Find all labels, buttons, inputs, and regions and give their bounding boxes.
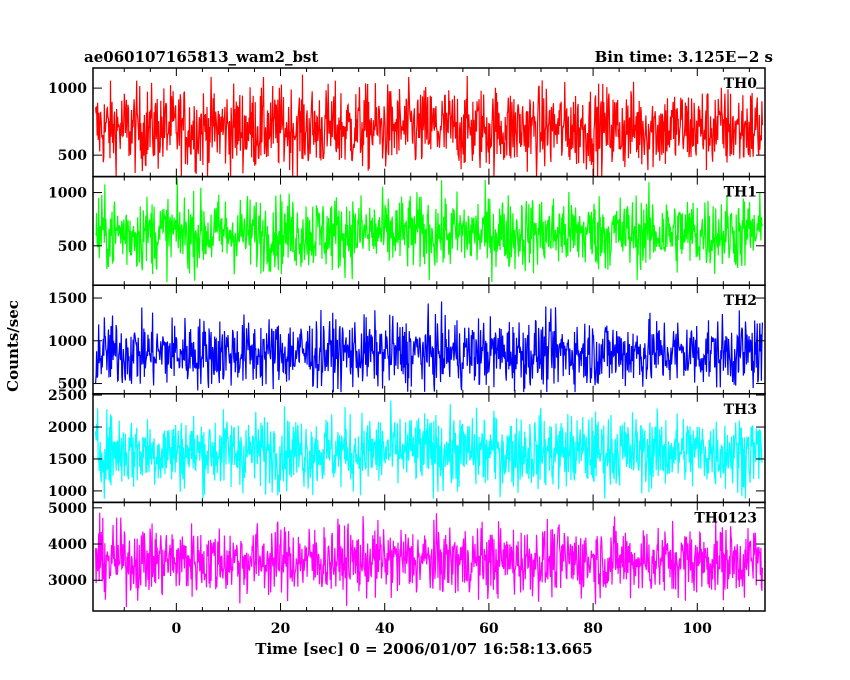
y-tick-label: 4000	[48, 537, 87, 553]
series-line-th0123	[95, 512, 763, 608]
y-tick-label: 1000	[48, 81, 87, 97]
series-line-th0	[95, 74, 763, 177]
y-tick-label: 1000	[48, 484, 87, 500]
y-tick-label: 2000	[48, 420, 87, 436]
y-tick-label: 2500	[48, 388, 87, 404]
panel-frame-th0123	[92, 501, 766, 612]
chart-title: ae060107165813_wam2_bst	[84, 48, 318, 66]
y-tick-label: 500	[58, 377, 87, 393]
x-tick-label: 100	[683, 621, 712, 637]
y-tick-label: 1000	[48, 186, 87, 202]
x-tick-label: 20	[271, 621, 291, 637]
y-tick-label: 500	[58, 148, 87, 164]
x-tick-label: 0	[171, 621, 181, 637]
x-tick-label: 40	[375, 621, 395, 637]
y-tick-label: 1500	[48, 291, 87, 307]
panel-label-th2: TH2	[724, 293, 757, 309]
x-tick-label: 60	[479, 621, 499, 637]
panel-label-th3: TH3	[724, 402, 757, 418]
y-tick-label: 5000	[48, 501, 87, 517]
panel-label-th0: TH0	[724, 76, 758, 92]
bin-time-label: Bin time: 3.125E−2 s	[595, 48, 773, 66]
y-tick-label: 3000	[48, 573, 87, 589]
panel-label-th0123: TH0123	[694, 510, 757, 526]
y-tick-label: 1000	[48, 334, 87, 350]
panel-label-th1: TH1	[724, 185, 757, 201]
series-line-th2	[95, 301, 763, 393]
x-tick-label: 80	[583, 621, 603, 637]
x-axis-label: Time [sec] 0 = 2006/01/07 16:58:13.665	[255, 640, 592, 658]
y-axis-label: Counts/sec	[4, 300, 22, 392]
y-tick-label: 500	[58, 239, 87, 255]
series-line-th1	[95, 178, 763, 283]
y-tick-label: 1500	[48, 452, 87, 468]
series-line-th3	[95, 400, 763, 499]
